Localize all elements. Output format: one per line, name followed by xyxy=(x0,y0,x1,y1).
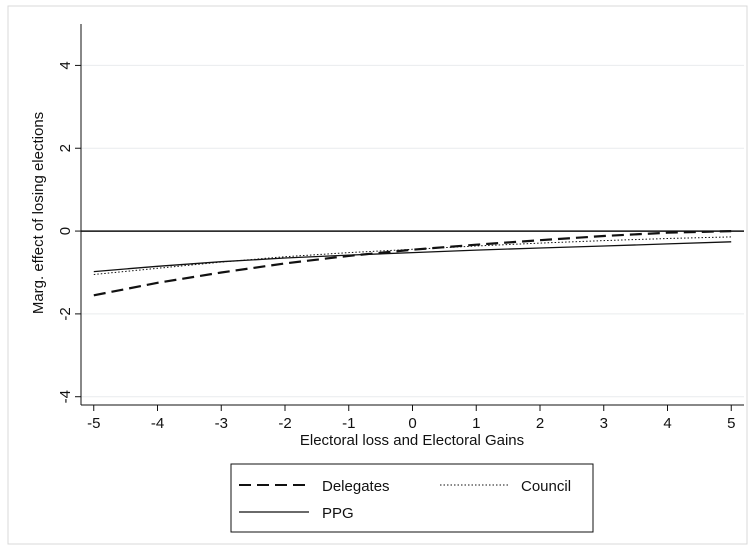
x-axis-title: Electoral loss and Electoral Gains xyxy=(300,432,524,449)
x-tick-label: -5 xyxy=(87,415,100,432)
x-tick-label: -2 xyxy=(278,415,291,432)
axes-layer: -4 -2 0 2 4 -5 -4 -3 -2 -1 0 1 2 3 4 5 xyxy=(57,24,744,432)
series-line-council xyxy=(93,236,732,275)
x-tick-label: -3 xyxy=(215,415,228,432)
y-axis-title: Marg. effect of losing elections xyxy=(30,112,47,314)
x-tick-label: 5 xyxy=(727,415,735,432)
legend-box xyxy=(230,463,594,533)
x-tick-label: 0 xyxy=(408,415,416,432)
legend: Delegates Council PPG xyxy=(230,463,594,533)
x-tick-label: -1 xyxy=(342,415,355,432)
x-tick-label: 1 xyxy=(472,415,480,432)
x-tick-label: 3 xyxy=(600,415,608,432)
x-tick-label: -4 xyxy=(151,415,164,432)
chart-frame xyxy=(7,5,748,545)
grid-layer xyxy=(81,64,744,398)
series-layer xyxy=(93,230,732,297)
series-line-ppg xyxy=(93,241,732,273)
legend-label-delegates: Delegates xyxy=(322,478,390,495)
legend-label-council: Council xyxy=(521,478,571,495)
x-tick-label: 4 xyxy=(663,415,671,432)
y-tick-label: -2 xyxy=(57,307,74,320)
legend-label-ppg: PPG xyxy=(322,505,354,522)
y-tick-label: 2 xyxy=(57,144,74,152)
y-tick-label: -4 xyxy=(57,390,74,403)
y-tick-label: 0 xyxy=(57,227,74,235)
y-tick-label: 4 xyxy=(57,61,74,69)
x-tick-label: 2 xyxy=(536,415,544,432)
